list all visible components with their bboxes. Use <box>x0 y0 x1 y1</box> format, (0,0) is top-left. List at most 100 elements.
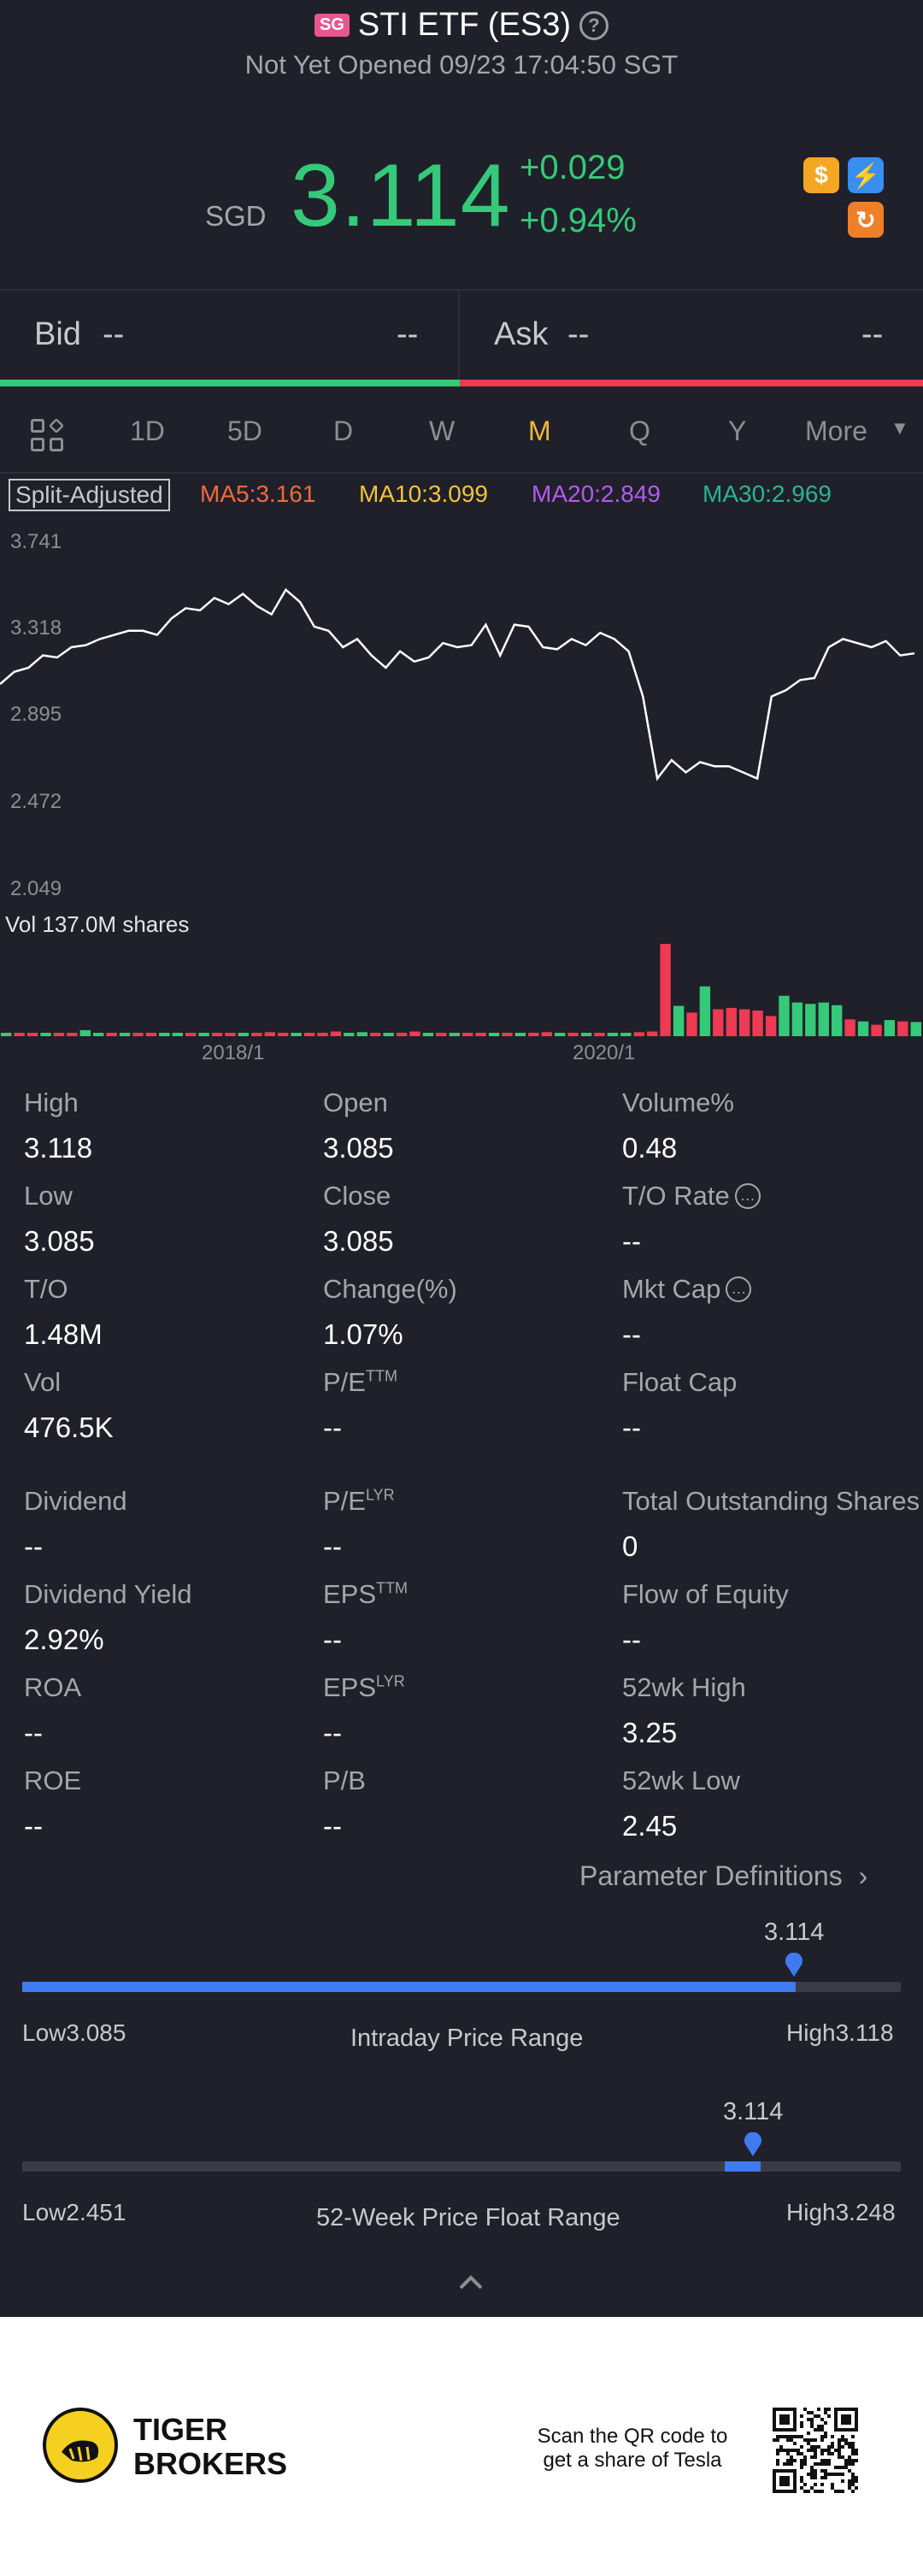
volume-bar <box>739 1009 750 1036</box>
grid-icon[interactable] <box>31 417 65 453</box>
stat-label: ROA <box>24 1672 81 1703</box>
stat-label-text: T/O <box>24 1274 68 1304</box>
stat-value: 3.118 <box>24 1132 93 1164</box>
market-status: Not Yet Opened 09/23 17:04:50 SGT <box>244 50 679 80</box>
qr-caption: Scan the QR code to get a share of Tesla <box>537 2425 728 2472</box>
intraday-low: Low3.085 <box>22 2019 126 2046</box>
intraday-range-title: Intraday Price Range <box>350 2025 584 2052</box>
stat-value: 476.5K <box>24 1412 114 1443</box>
volume-bar <box>40 1033 51 1036</box>
tiger-logo-icon <box>43 2408 118 2483</box>
stat-label: Low <box>24 1181 73 1211</box>
y-tick-label: 3.318 <box>10 616 62 640</box>
ma10-value: MA10:3.099 <box>359 480 488 507</box>
tab-5d[interactable]: 5D <box>227 416 262 446</box>
volume-bar <box>844 1019 855 1036</box>
stat-label: Volume% <box>622 1088 734 1118</box>
volume-bar <box>607 1033 619 1036</box>
stat-label-text: Mkt Cap <box>622 1274 721 1304</box>
chevron-down-icon[interactable]: ▼ <box>891 417 909 439</box>
brand-name: TIGER BROKERS <box>133 2413 287 2481</box>
stat-value: -- <box>323 1624 342 1655</box>
price-series-line <box>0 587 915 781</box>
volume-bar <box>713 1009 724 1036</box>
volume-bar <box>211 1033 223 1036</box>
volume-bar <box>686 1012 697 1036</box>
y-tick-label: 3.741 <box>10 530 62 553</box>
volume-bar <box>449 1033 460 1036</box>
volume-bar <box>594 1033 605 1036</box>
stat-value: -- <box>24 1530 43 1562</box>
intraday-range-track <box>22 1982 901 1992</box>
volume-bar <box>93 1033 104 1036</box>
info-icon[interactable]: … <box>734 1182 761 1209</box>
volume-bar <box>488 1033 500 1036</box>
volume-bar <box>67 1033 78 1036</box>
stat-label-text: P/E <box>323 1367 366 1397</box>
volume-bar <box>897 1021 908 1036</box>
stat-label: T/O <box>24 1274 68 1305</box>
last-price: 3.114 <box>291 146 511 245</box>
stat-value: 2.45 <box>622 1810 678 1842</box>
stat-value: -- <box>622 1412 641 1443</box>
price-line-chart[interactable] <box>0 523 923 899</box>
stat-label-text: Change(%) <box>323 1274 457 1304</box>
stat-value: 3.085 <box>323 1225 394 1257</box>
flash-icon[interactable]: ⚡ <box>848 157 884 193</box>
volume-bar <box>660 944 671 1036</box>
bid-ask-separator <box>458 291 460 385</box>
qr-code-icon[interactable] <box>773 2408 858 2493</box>
volume-bar <box>409 1031 420 1036</box>
stat-label: P/ETTM <box>323 1367 397 1398</box>
week52-current-value: 3.114 <box>723 2098 784 2125</box>
volume-bar <box>422 1033 434 1036</box>
stat-label: Change(%) <box>323 1274 457 1305</box>
dollar-icon[interactable]: $ <box>803 157 839 193</box>
tab-m[interactable]: M <box>528 416 551 446</box>
tab-d[interactable]: D <box>333 416 354 446</box>
volume-bar <box>699 986 711 1036</box>
split-adjusted-toggle[interactable]: Split-Adjusted <box>9 479 170 511</box>
info-icon[interactable]: … <box>726 1276 752 1302</box>
volume-bar <box>514 1033 526 1036</box>
volume-bar <box>291 1033 302 1036</box>
stat-label: Dividend Yield <box>24 1579 191 1610</box>
stat-label-text: 52wk High <box>622 1672 746 1702</box>
stat-label: ROE <box>24 1765 81 1796</box>
volume-bar <box>53 1033 65 1036</box>
tab-w[interactable]: W <box>429 416 456 446</box>
collapse-chevron-icon[interactable] <box>458 2272 484 2291</box>
ask-label: Ask <box>494 316 549 352</box>
tab-y[interactable]: Y <box>728 416 747 446</box>
bid-label: Bid <box>34 316 81 352</box>
volume-bar <box>238 1033 250 1036</box>
volume-bar <box>132 1033 144 1036</box>
volume-bar <box>633 1032 644 1036</box>
stat-label-superscript: TTM <box>365 1367 397 1385</box>
volume-bar-chart[interactable] <box>0 939 923 1036</box>
stat-label: Close <box>323 1181 391 1211</box>
bid-ask-panel: Bid -- -- Ask -- -- <box>0 291 923 385</box>
stat-label: Dividend <box>24 1486 127 1517</box>
tab-q[interactable]: Q <box>629 416 650 446</box>
volume-bar <box>26 1033 38 1036</box>
ask-price: -- <box>567 316 590 352</box>
intraday-high: High3.118 <box>786 2019 894 2046</box>
volume-bar <box>620 1033 632 1036</box>
volume-bar <box>106 1033 117 1036</box>
volume-bar <box>1 1033 12 1036</box>
help-icon[interactable]: ? <box>579 10 609 40</box>
stat-label-text: EPS <box>323 1672 377 1702</box>
volume-bar <box>555 1033 566 1036</box>
parameter-definitions-link[interactable]: Parameter Definitions › <box>579 1860 867 1892</box>
stat-label-text: 52wk Low <box>622 1765 740 1795</box>
volume-bar <box>765 1016 777 1036</box>
tab-1d[interactable]: 1D <box>130 416 165 446</box>
volume-bar <box>344 1033 355 1036</box>
tab-more[interactable]: More <box>805 416 867 446</box>
week52-range-title: 52-Week Price Float Range <box>316 2204 620 2231</box>
volume-bar <box>317 1033 328 1036</box>
volume-bar <box>383 1033 394 1036</box>
options-icon[interactable]: ↻ <box>848 202 884 238</box>
stat-value: 0 <box>622 1530 638 1562</box>
